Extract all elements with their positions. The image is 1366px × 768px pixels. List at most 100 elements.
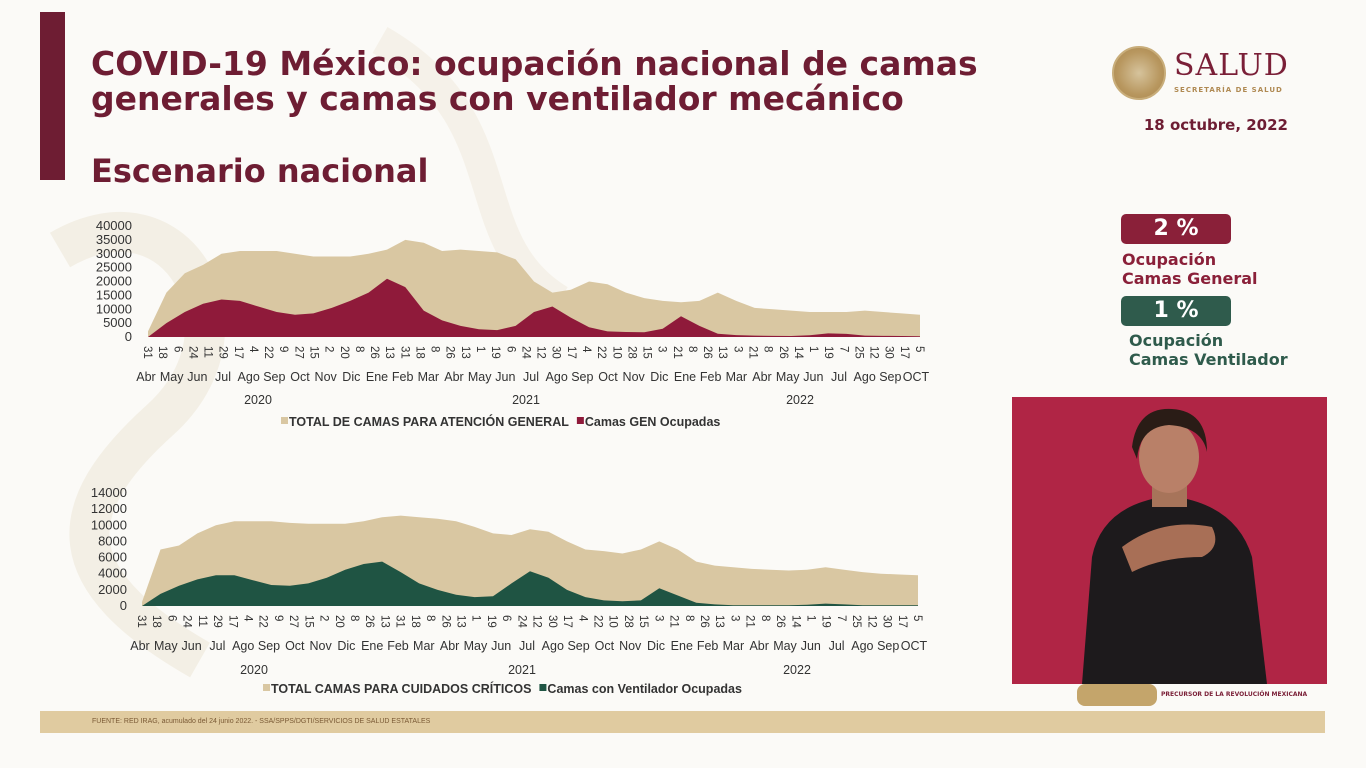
logo-word: SALUD	[1174, 48, 1289, 83]
x-month-label: Oct	[598, 370, 618, 384]
x-day-label: 30	[881, 615, 893, 628]
x-day-label: 6	[504, 346, 516, 352]
x-day-label: 17	[896, 615, 908, 628]
x-month-label: Sep	[263, 370, 285, 384]
x-month-label: Abr	[444, 370, 463, 384]
x-day-label: 3	[728, 615, 740, 621]
x-day-label: 25	[852, 346, 864, 359]
x-day-label: 31	[394, 615, 406, 628]
x-day-label: 26	[363, 615, 375, 628]
x-day-label: 20	[333, 615, 345, 628]
general-occupancy-badge: 2 %	[1121, 214, 1231, 244]
x-month-label: Sep	[879, 370, 901, 384]
x-day-label: 17	[226, 615, 238, 628]
x-day-label: 21	[746, 346, 758, 359]
x-year-label: 2020	[240, 663, 268, 677]
x-year-label: 2021	[512, 393, 540, 407]
x-day-label: 11	[202, 346, 214, 358]
x-month-label: Dic	[647, 639, 665, 653]
x-year-label: 2022	[783, 663, 811, 677]
x-day-label: 26	[368, 346, 380, 359]
x-month-label: May	[468, 370, 492, 384]
x-month-label: Dic	[650, 370, 668, 384]
x-day-label: 8	[424, 615, 436, 621]
x-day-label: 13	[716, 346, 728, 359]
x-day-label: 2	[318, 615, 330, 621]
y-tick-label: 35000	[96, 232, 132, 247]
x-day-label: 1	[470, 615, 482, 621]
x-day-label: 26	[444, 346, 456, 359]
y-tick-label: 6000	[98, 550, 127, 565]
x-month-label: Abr	[130, 639, 149, 653]
x-month-label: Feb	[697, 639, 719, 653]
x-day-label: 2	[323, 346, 335, 352]
x-day-label: 13	[378, 615, 390, 628]
legend-swatch	[281, 417, 288, 424]
y-tick-label: 12000	[91, 501, 127, 516]
x-month-label: Jun	[491, 639, 511, 653]
x-month-label: Sep	[571, 370, 593, 384]
x-day-label: 9	[272, 615, 284, 621]
x-year-label: 2021	[508, 663, 536, 677]
x-month-label: Nov	[315, 370, 338, 384]
x-day-label: 8	[353, 346, 365, 352]
x-day-label: 30	[550, 346, 562, 359]
x-month-label: Nov	[309, 639, 332, 653]
slide-title: COVID-19 México: ocupación nacional de c…	[91, 46, 991, 116]
x-day-label: 17	[898, 346, 910, 359]
x-day-label: 7	[837, 346, 849, 352]
x-day-label: 18	[409, 615, 421, 628]
x-day-label: 8	[348, 615, 360, 621]
x-month-label: Oct	[595, 639, 615, 653]
x-month-label: Oct	[290, 370, 310, 384]
y-tick-label: 25000	[96, 260, 132, 275]
x-month-label: Ene	[674, 370, 696, 384]
y-tick-label: 0	[125, 329, 132, 344]
y-tick-label: 15000	[96, 287, 132, 302]
legend-swatch	[263, 684, 270, 691]
x-day-label: 19	[820, 615, 832, 628]
legend-swatch	[539, 684, 547, 691]
x-day-label: 3	[731, 346, 743, 352]
x-day-label: 22	[262, 346, 274, 359]
x-day-label: 13	[383, 346, 395, 359]
x-day-label: 20	[338, 346, 350, 359]
ventilator-occupancy-label: Ocupación Camas Ventilador	[1129, 331, 1288, 369]
x-day-label: 22	[595, 346, 607, 359]
x-day-label: 26	[777, 346, 789, 359]
x-month-label: Jun	[495, 370, 515, 384]
x-day-label: 10	[607, 615, 619, 628]
x-month-label: Ene	[361, 639, 383, 653]
area-series-occupied	[142, 561, 918, 606]
x-month-label: Feb	[387, 639, 409, 653]
x-day-label: 19	[485, 615, 497, 628]
x-month-label: Ago	[238, 370, 260, 384]
x-month-label: Jul	[831, 370, 847, 384]
x-day-label: 24	[186, 346, 198, 359]
x-day-label: 27	[292, 346, 304, 359]
y-tick-label: 8000	[98, 533, 127, 548]
x-day-label: 8	[429, 346, 441, 352]
ventilator-occupancy-badge: 1 %	[1121, 296, 1231, 326]
x-day-label: 19	[822, 346, 834, 359]
x-day-label: 15	[637, 615, 649, 628]
x-day-label: 26	[698, 615, 710, 628]
x-day-label: 12	[868, 346, 880, 359]
y-tick-label: 40000	[96, 218, 132, 233]
salud-logo: SALUD SECRETARÍA DE SALUD	[1112, 44, 1292, 102]
x-year-label: 2020	[244, 393, 272, 407]
x-day-label: 12	[865, 615, 877, 628]
area-series-occupied	[148, 278, 920, 337]
x-day-label: 13	[459, 346, 471, 359]
x-day-label: 14	[789, 615, 801, 628]
legend-label: Camas GEN Ocupadas	[585, 415, 721, 429]
x-day-label: 19	[489, 346, 501, 359]
bicentennial-emblem	[1077, 684, 1157, 706]
x-day-label: 12	[535, 346, 547, 359]
x-day-label: 17	[232, 346, 244, 359]
x-day-label: 4	[242, 615, 254, 622]
ventilator-label-line-1: Ocupación	[1129, 331, 1224, 350]
x-day-label: 8	[759, 615, 771, 621]
